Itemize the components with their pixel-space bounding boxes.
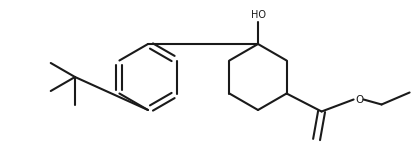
Text: O: O: [356, 95, 364, 104]
Text: HO: HO: [250, 10, 266, 20]
